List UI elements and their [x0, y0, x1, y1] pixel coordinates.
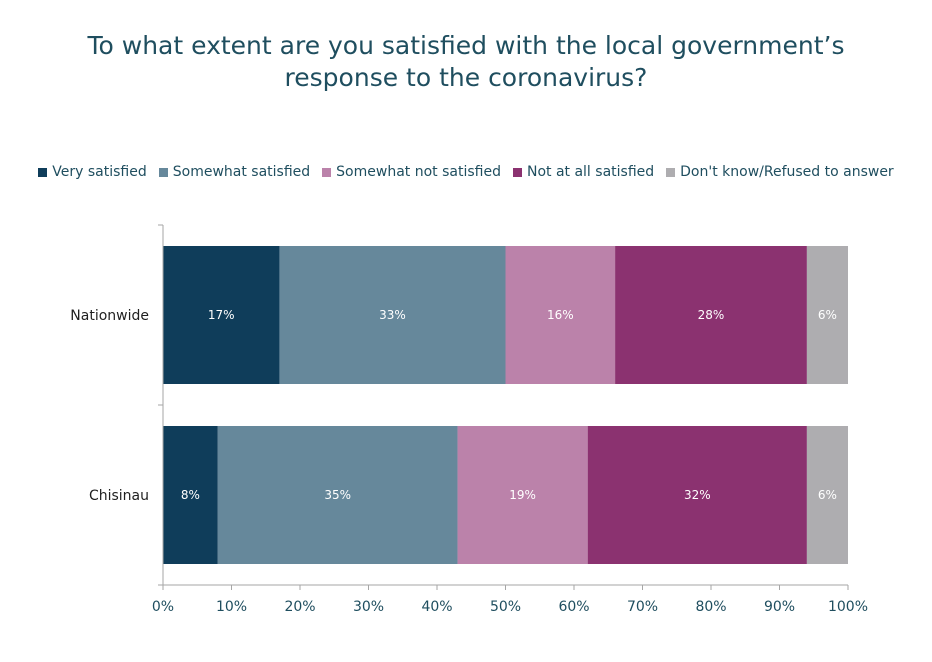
data-label: 35% [324, 488, 351, 502]
x-tick-label: 70% [627, 599, 658, 615]
bar-segment [217, 426, 458, 564]
legend-swatch [666, 167, 676, 177]
data-label: 8% [181, 488, 200, 502]
legend-item: Somewhat satisfied [158, 164, 311, 180]
x-tick-label: 0% [152, 599, 174, 615]
x-tick-label: 60% [558, 599, 589, 615]
category-label: Nationwide [70, 308, 149, 324]
data-label: 16% [547, 308, 574, 322]
chart-title-line-2: response to the coronavirus? [284, 63, 648, 92]
x-tick-label: 100% [828, 599, 868, 615]
legend-item: Don't know/Refused to answer [666, 164, 894, 180]
legend-label: Not at all satisfied [526, 164, 655, 180]
bars-group: 17% 33% 16% 28% 6% 8% 35% 19% 32% 6% [163, 246, 848, 564]
legend-item: Not at all satisfied [512, 164, 655, 180]
data-label: 19% [509, 488, 536, 502]
data-label: 17% [208, 308, 235, 322]
legend-swatch [512, 167, 522, 177]
category-label: Chisinau [89, 488, 149, 504]
bar-segment [505, 246, 616, 384]
data-label: 28% [698, 308, 725, 322]
x-tick-label: 50% [490, 599, 521, 615]
bar-segment [457, 426, 588, 564]
data-label: 6% [818, 488, 837, 502]
bar-segment [279, 246, 506, 384]
legend-item: Somewhat not satisfied [322, 164, 501, 180]
x-tick-label: 80% [695, 599, 726, 615]
bar-segment [806, 426, 848, 564]
legend-swatch [158, 167, 168, 177]
legend-label: Somewhat not satisfied [336, 164, 501, 180]
chart-legend: Very satisfied Somewhat satisfied Somewhat… [0, 164, 932, 180]
x-tick-label: 40% [421, 599, 452, 615]
axes-group: Nationwide Chisinau 0% 10% 20% 30% 40% 50% 60% 70… [70, 224, 868, 615]
legend-item: Very satisfied [38, 164, 147, 180]
x-tick-label: 10% [216, 599, 247, 615]
legend-swatch [322, 167, 332, 177]
bar-segment [587, 426, 807, 564]
bar-segment [163, 246, 280, 384]
x-tick-label: 30% [353, 599, 384, 615]
legend-label: Very satisfied [52, 164, 147, 180]
bar-segment [615, 246, 807, 384]
x-tick-label: 20% [284, 599, 315, 615]
x-tick-label: 90% [764, 599, 795, 615]
bar-segment [163, 426, 218, 564]
legend-label: Don't know/Refused to answer [680, 164, 894, 180]
legend-swatch [38, 167, 48, 177]
legend-label: Somewhat satisfied [172, 164, 311, 180]
data-label: 32% [684, 488, 711, 502]
chart-title-line-1: To what extent are you satisfied with th… [87, 31, 845, 60]
data-label: 6% [818, 308, 837, 322]
chart-title: To what extent are you satisfied with th… [0, 30, 932, 94]
data-label: 33% [379, 308, 406, 322]
bar-segment [806, 246, 848, 384]
